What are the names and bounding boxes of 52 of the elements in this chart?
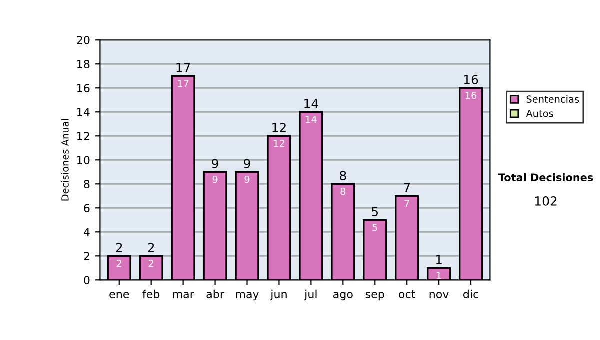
y-tick-label: 10 (78, 156, 90, 165)
x-tick-label: jul (304, 290, 317, 301)
total-label: 9 (212, 159, 218, 169)
y-tick-label: 16 (78, 84, 90, 93)
total-label: 7 (404, 183, 410, 192)
x-tick-label: nov (430, 292, 449, 298)
y-tick-label: 8 (84, 180, 90, 189)
total-label: 9 (244, 159, 250, 169)
total-label: 1 (436, 255, 442, 264)
y-tick-label: 20 (77, 36, 90, 44)
total-label: 2 (148, 243, 154, 252)
x-tick-label: abr (206, 290, 224, 298)
data-label: 17 (178, 80, 189, 88)
x-tick-label: mar (173, 292, 194, 298)
y-axis-title: Decisiones Anual (61, 119, 69, 201)
x-tick-label: feb (142, 290, 160, 298)
total-label: 5 (372, 207, 378, 217)
x-tick-label: may (236, 292, 260, 301)
total-label: 14 (304, 99, 318, 108)
y-tick-label: 18 (78, 60, 90, 69)
x-tick-label: jun (270, 290, 287, 301)
x-tick-label: ago (333, 292, 353, 301)
legend-label: Sentencias (526, 95, 580, 104)
data-label: 1 (437, 272, 442, 280)
y-tick-label: 12 (78, 132, 90, 140)
legend-label: Autos (526, 110, 554, 118)
total-label: 2 (116, 243, 122, 252)
y-tick-label: 14 (78, 108, 90, 116)
data-label: 2 (117, 260, 122, 268)
x-tick-label: oct (399, 290, 416, 298)
data-label: 9 (244, 176, 250, 184)
x-tick-label: ene (110, 292, 130, 298)
data-label: 12 (274, 140, 284, 148)
x-tick-label: sep (366, 292, 384, 301)
y-tick-label: 2 (84, 252, 90, 260)
total-label: 16 (464, 75, 478, 85)
total-label: 8 (340, 171, 346, 181)
data-label: 8 (340, 188, 346, 196)
data-label: 16 (466, 92, 477, 100)
text: Total Decisiones (498, 173, 594, 182)
data-label: 9 (212, 176, 218, 184)
x-tick-label: dic (464, 290, 478, 298)
text: 102 (535, 196, 557, 206)
y-tick-label: 4 (84, 228, 90, 236)
total-label: 17 (176, 63, 190, 72)
data-label: 14 (306, 116, 317, 124)
data-label: 7 (404, 200, 410, 208)
y-tick-label: 6 (84, 204, 90, 213)
data-label: 5 (372, 224, 378, 232)
total-label: 12 (272, 123, 286, 132)
data-label: 2 (148, 260, 154, 268)
y-tick-label: 0 (84, 276, 90, 285)
